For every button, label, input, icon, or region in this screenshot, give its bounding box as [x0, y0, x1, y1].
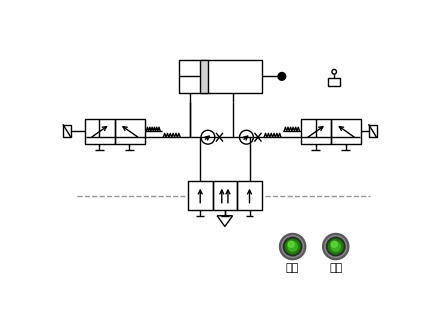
Circle shape [328, 240, 342, 253]
Bar [178, 60, 261, 92]
Bar [115, 119, 145, 144]
Circle shape [281, 236, 302, 257]
Circle shape [324, 236, 346, 257]
Bar [212, 181, 237, 210]
Circle shape [287, 242, 296, 251]
Bar [300, 119, 330, 144]
Text: 暂停: 暂停 [285, 263, 299, 273]
Bar [200, 60, 207, 92]
Circle shape [327, 239, 343, 254]
Circle shape [330, 241, 336, 247]
Bar [237, 181, 261, 210]
Bar [187, 181, 212, 210]
Circle shape [283, 237, 301, 256]
Circle shape [284, 239, 299, 254]
Circle shape [330, 242, 339, 251]
Circle shape [279, 233, 305, 260]
Bar [85, 119, 115, 144]
Bar [368, 125, 376, 137]
Circle shape [277, 72, 285, 80]
Bar [327, 78, 339, 86]
Bar [330, 119, 360, 144]
Circle shape [326, 237, 344, 256]
Circle shape [287, 241, 293, 247]
Circle shape [285, 240, 299, 253]
Circle shape [322, 233, 348, 260]
Text: 继续: 继续 [329, 263, 342, 273]
Bar [63, 125, 71, 137]
